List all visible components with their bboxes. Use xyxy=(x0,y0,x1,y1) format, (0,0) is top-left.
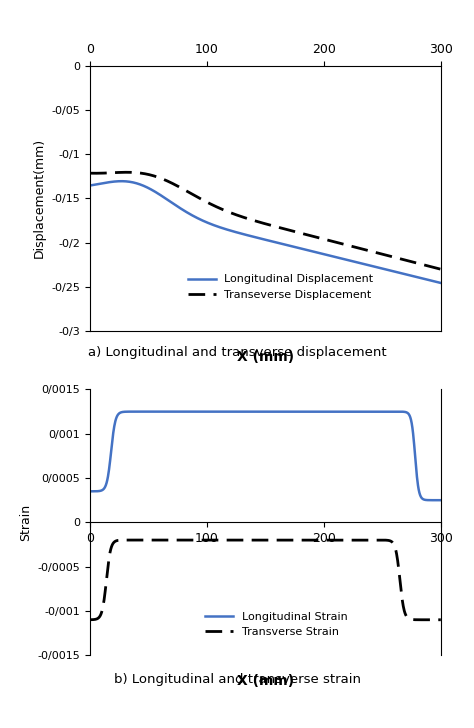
Y-axis label: Displacement(mm): Displacement(mm) xyxy=(33,138,46,258)
Longitudinal Displacement xyxy=(292,242,297,251)
Longitudinal Displacement xyxy=(118,177,124,186)
Legend: Longitudinal Strain, Transverse Strain: Longitudinal Strain, Transverse Strain xyxy=(201,607,352,641)
Longitudinal Displacement xyxy=(87,181,93,190)
Transverse Strain xyxy=(87,615,93,624)
Y-axis label: Strain: Strain xyxy=(19,504,32,541)
Text: X (mm): X (mm) xyxy=(237,350,294,364)
Transeverse Displacement xyxy=(354,243,359,252)
Line: Transverse Strain: Transverse Strain xyxy=(90,540,441,620)
Transeverse Displacement xyxy=(311,232,317,241)
Line: Longitudinal Strain: Longitudinal Strain xyxy=(90,411,441,500)
Transeverse Displacement xyxy=(301,229,306,238)
Transeverse Displacement xyxy=(390,253,395,261)
Transverse Strain xyxy=(186,536,192,545)
Text: b) Longitudinal and transverse strain: b) Longitudinal and transverse strain xyxy=(113,673,361,687)
Longitudinal Strain xyxy=(367,407,373,416)
Longitudinal Strain xyxy=(438,496,444,505)
Text: X (mm): X (mm) xyxy=(237,674,294,688)
Longitudinal Strain xyxy=(328,407,334,416)
Transverse Strain xyxy=(229,536,235,545)
Transverse Strain xyxy=(328,536,334,545)
Longitudinal Strain xyxy=(123,408,129,416)
Transverse Strain xyxy=(361,536,367,545)
Text: a) Longitudinal and transverse displacement: a) Longitudinal and transverse displacem… xyxy=(88,346,386,359)
Longitudinal Strain xyxy=(229,407,235,416)
Transeverse Displacement xyxy=(292,227,297,236)
Longitudinal Displacement xyxy=(301,245,306,253)
Transeverse Displacement xyxy=(124,168,130,177)
Longitudinal Strain xyxy=(87,487,93,496)
Transverse Strain xyxy=(242,536,248,545)
Line: Longitudinal Displacement: Longitudinal Displacement xyxy=(90,181,441,283)
Legend: Longitudinal Displacement, Transeverse Displacement: Longitudinal Displacement, Transeverse D… xyxy=(183,270,378,304)
Longitudinal Displacement xyxy=(390,266,395,275)
Longitudinal Strain xyxy=(187,407,192,416)
Longitudinal Strain xyxy=(242,407,248,416)
Transverse Strain xyxy=(367,536,373,545)
Longitudinal Displacement xyxy=(354,258,359,266)
Transeverse Displacement xyxy=(87,169,93,178)
Transeverse Displacement xyxy=(109,168,114,177)
Longitudinal Strain xyxy=(361,407,367,416)
Transverse Strain xyxy=(123,536,129,545)
Longitudinal Displacement xyxy=(311,248,317,256)
Transeverse Displacement xyxy=(438,265,444,274)
Longitudinal Displacement xyxy=(109,178,114,186)
Longitudinal Displacement xyxy=(438,279,444,288)
Transverse Strain xyxy=(438,615,444,624)
Line: Transeverse Displacement: Transeverse Displacement xyxy=(90,173,441,269)
